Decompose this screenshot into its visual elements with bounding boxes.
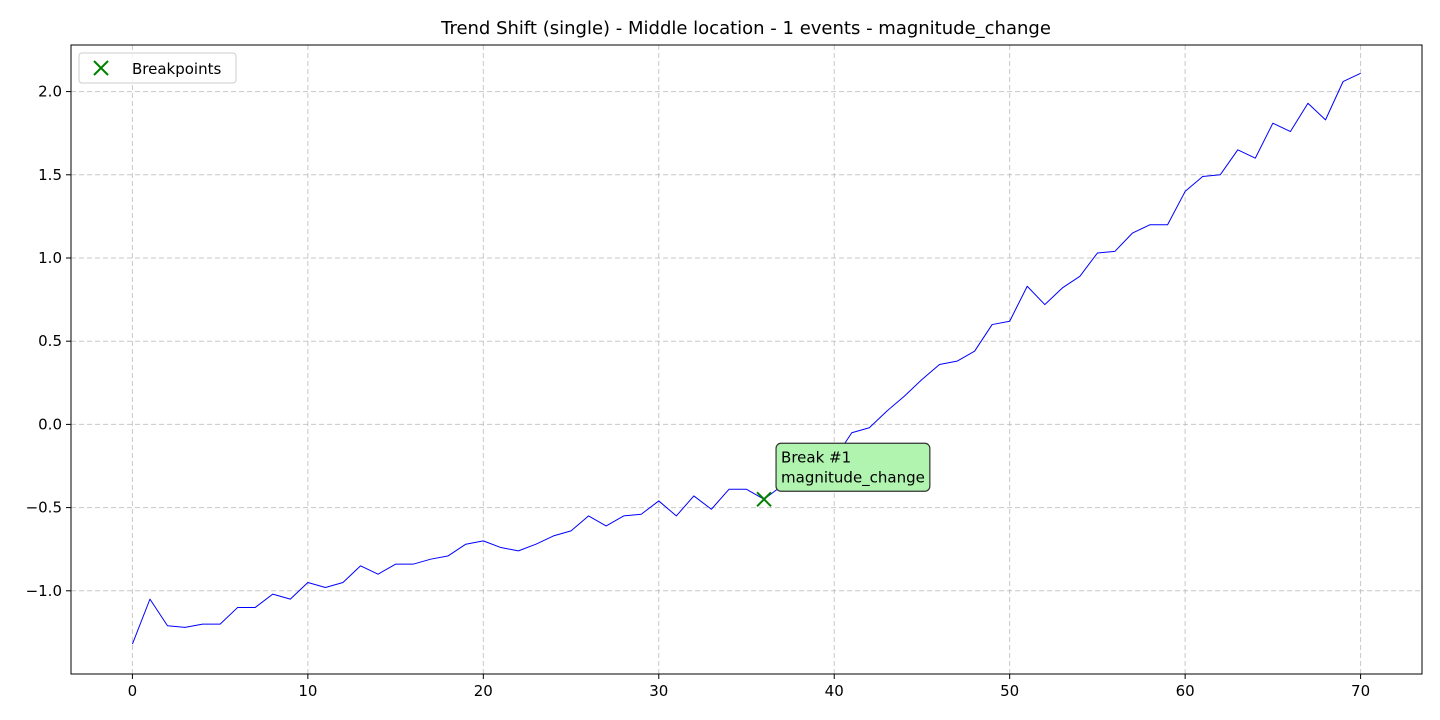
x-tick-label: 30 xyxy=(649,682,668,700)
legend-box xyxy=(78,52,237,84)
x-tick-label: 10 xyxy=(298,682,317,700)
annotations: Break #1 magnitude_change xyxy=(775,442,931,492)
legend-x-marker xyxy=(93,60,109,76)
y-tick-label: −1.0 xyxy=(26,582,62,600)
legend-label-breakpoints: Breakpoints xyxy=(132,60,221,78)
annotation-break-1: Break #1 magnitude_change xyxy=(775,442,931,492)
annotation-line-1: Break #1 xyxy=(781,448,851,466)
annotation-box xyxy=(775,442,931,492)
axis-ticks: 0 10 20 30 40 50 60 70 −1.0 −0.5 0.0 0.5 1.0 1.5 2.0 xyxy=(26,83,1371,700)
x-tick-label: 40 xyxy=(825,682,844,700)
series-line xyxy=(131,72,1361,645)
annotation-line-2: magnitude_change xyxy=(781,468,925,487)
grid-lines xyxy=(71,45,1422,674)
breakpoint-marker xyxy=(756,491,772,507)
chart-title: Trend Shift (single) - Middle location -… xyxy=(440,18,1051,39)
legend: Breakpoints xyxy=(78,52,237,84)
y-tick-label: 1.0 xyxy=(38,249,62,267)
x-tick-label: 50 xyxy=(1000,682,1019,700)
x-tick-label: 20 xyxy=(474,682,493,700)
data-series xyxy=(131,72,1361,645)
y-tick-label: 1.5 xyxy=(38,166,62,184)
marker-stroke xyxy=(756,491,772,507)
x-tick-label: 60 xyxy=(1176,682,1195,700)
y-tick-label: −0.5 xyxy=(26,499,62,517)
marker-stroke xyxy=(93,60,109,76)
y-tick-label: 0.5 xyxy=(38,332,62,350)
legend-breakpoint-marker xyxy=(93,60,109,76)
y-tick-label: 0.0 xyxy=(38,415,62,433)
plot-frame xyxy=(70,44,1423,675)
y-tick-label: 2.0 xyxy=(38,83,62,101)
breakpoint-markers xyxy=(756,491,772,507)
x-tick-label: 70 xyxy=(1351,682,1370,700)
x-tick-label: 0 xyxy=(128,682,138,700)
